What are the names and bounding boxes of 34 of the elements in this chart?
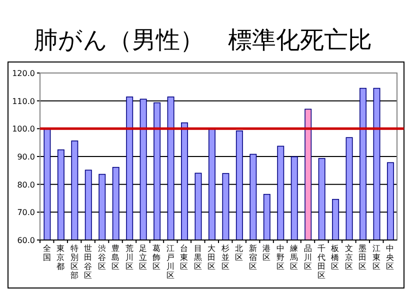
y-tick-label: 100.0	[12, 124, 35, 134]
x-tick-label: 渋谷区	[98, 244, 106, 271]
x-tick-label: 豊島区	[112, 244, 120, 271]
x-tick-label: 杉並区	[220, 244, 230, 271]
x-tick-label: 足立区	[138, 244, 147, 271]
x-tick-label: 練馬区	[289, 244, 298, 271]
x-tick-label: 千代田区	[316, 244, 326, 280]
x-tick-label: 荒川区	[125, 244, 134, 271]
y-tick-label: 60.0	[17, 236, 35, 245]
x-tick-label: 台東区	[180, 244, 188, 271]
x-tick-label: 中央区	[386, 244, 394, 271]
x-tick-label: 江東区	[372, 244, 380, 271]
x-tick-label: 板橋区	[330, 244, 340, 271]
x-tick-label: 東京都	[56, 244, 65, 271]
x-tick-label: 墨田区	[358, 244, 367, 271]
x-tick-label: 中野区	[276, 244, 284, 271]
x-tick-label: 品川区	[304, 244, 312, 271]
x-tick-label: 江戸川区	[166, 244, 174, 280]
x-tick-label: 港区	[262, 244, 271, 262]
y-tick-label: 120.0	[12, 69, 35, 78]
x-tick-label: 新宿区	[248, 244, 257, 271]
x-tick-label: 世田谷区	[84, 244, 92, 280]
x-tick-label: 目黒区	[194, 244, 202, 271]
x-tick-label: 北区	[235, 244, 244, 262]
y-tick-label: 90.0	[17, 152, 35, 162]
chart-title: 肺がん（男性） 標準化死亡比	[34, 26, 372, 54]
y-tick-label: 70.0	[17, 208, 35, 218]
x-tick-label: 大田区	[208, 244, 216, 271]
x-tick-label: 特別区部	[70, 244, 78, 280]
x-tick-label: 全国	[42, 244, 51, 262]
y-tick-label: 80.0	[17, 180, 35, 190]
x-tick-label: 葛飾区	[152, 244, 161, 271]
x-tick-label: 文京区	[344, 244, 353, 271]
y-tick-label: 110.0	[12, 96, 35, 106]
